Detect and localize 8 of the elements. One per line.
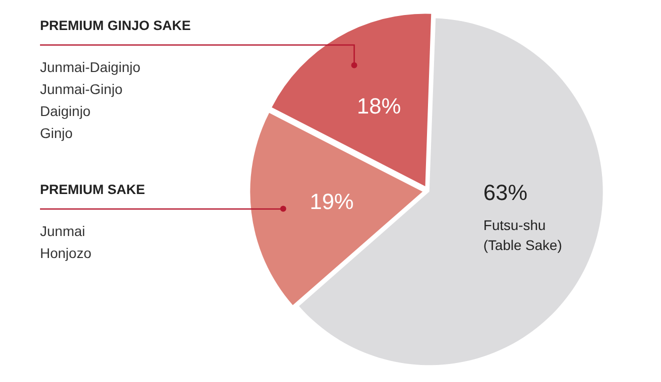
data-label: 18%: [356, 93, 401, 118]
slice-label: PREMIUM SAKE: [40, 182, 146, 197]
data-label: 63%: [483, 180, 528, 206]
data-label: 19%: [310, 188, 354, 214]
slice-label: PREMIUM GINJO SAKE: [40, 18, 191, 33]
slice-label: Futsu-shu (Table Sake): [483, 217, 562, 254]
text: Junmai Honjozo: [40, 222, 92, 263]
text: Junmai-Daiginjo Junmai-Ginjo Daiginjo Ginjo: [40, 58, 140, 143]
